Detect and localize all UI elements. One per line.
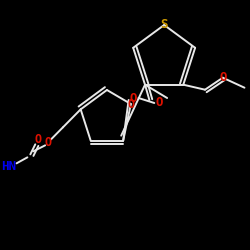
Text: S: S [160, 18, 168, 32]
Text: HN: HN [1, 160, 16, 173]
Text: O: O [44, 136, 52, 149]
Text: O: O [127, 98, 134, 110]
Text: O: O [156, 96, 163, 110]
Text: O: O [35, 133, 42, 146]
Text: O: O [219, 71, 226, 84]
Text: O: O [130, 92, 137, 104]
